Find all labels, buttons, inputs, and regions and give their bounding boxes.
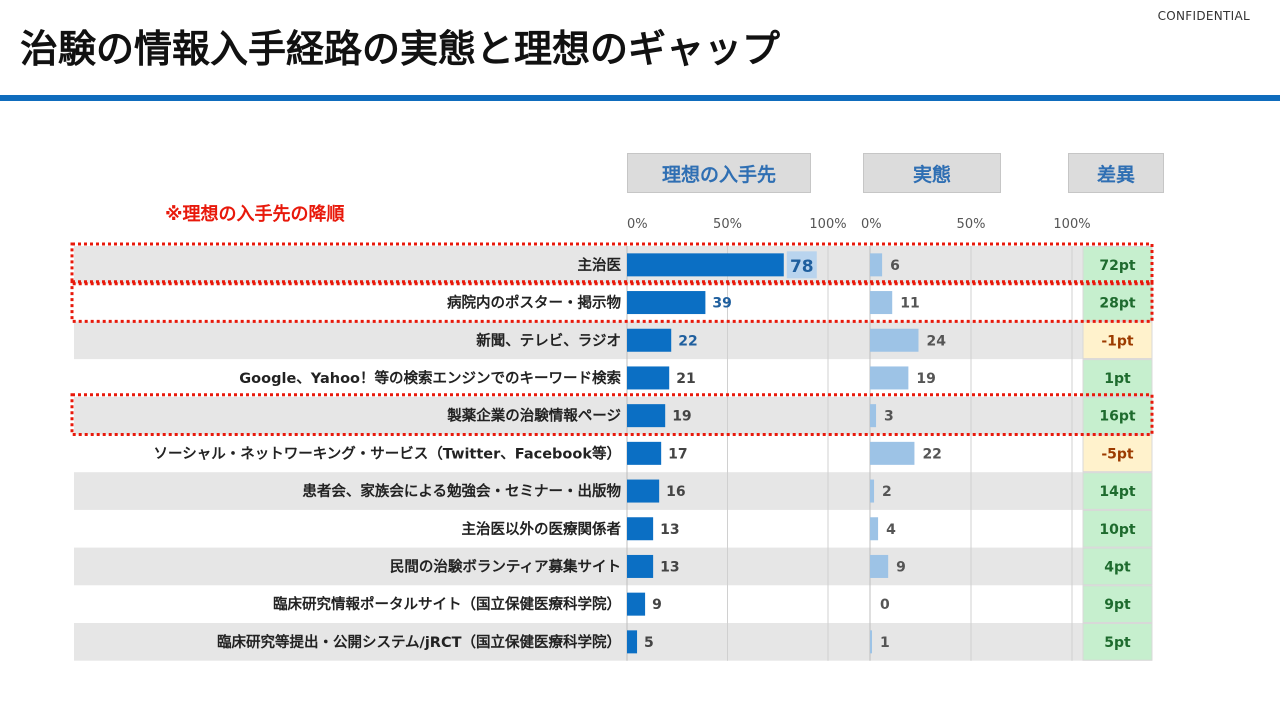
actual-bar xyxy=(870,291,893,315)
actual-value-label: 24 xyxy=(926,333,946,349)
page-title: 治験の情報入手経路の実態と理想のギャップ xyxy=(20,27,781,71)
actual-tick-label: 0% xyxy=(861,217,882,232)
diff-label: 5pt xyxy=(1104,635,1131,651)
category-label: 主治医以外の医療関係者 xyxy=(462,520,622,538)
actual-bar xyxy=(870,366,909,390)
ideal-value-label: 17 xyxy=(668,446,687,462)
ideal-bar xyxy=(627,291,706,315)
diff-cell xyxy=(1082,585,1153,623)
ideal-value-label: 16 xyxy=(666,484,685,500)
header-ideal: 理想の入手先 xyxy=(627,153,811,193)
actual-bar xyxy=(870,517,879,541)
actual-value-label: 0 xyxy=(880,597,890,613)
actual-value-label: 2 xyxy=(882,484,892,500)
ideal-value-label: 13 xyxy=(660,522,679,538)
actual-value-label: 22 xyxy=(922,446,941,462)
header-diff: 差異 xyxy=(1068,153,1164,193)
ideal-value-label: 21 xyxy=(676,371,695,387)
actual-tick-label: 100% xyxy=(1053,217,1090,232)
actual-bar xyxy=(870,253,883,277)
category-label: 主治医 xyxy=(578,256,622,274)
ideal-bar xyxy=(627,441,662,465)
ideal-bar xyxy=(627,554,654,578)
diff-label: 28pt xyxy=(1099,296,1136,312)
ideal-value-label: 19 xyxy=(672,409,691,425)
ideal-bar xyxy=(627,630,638,654)
ideal-value-highlight xyxy=(786,251,817,279)
diff-label: -1pt xyxy=(1101,333,1134,349)
diff-cell xyxy=(1082,359,1153,397)
highlight-frame xyxy=(70,393,1154,436)
row-background xyxy=(74,472,1152,510)
category-label: 臨床研究等提出・公開システム/jRCT（国立保健医療科学院） xyxy=(217,633,621,651)
ideal-tick-label: 50% xyxy=(713,217,742,232)
diff-cell xyxy=(1082,246,1153,284)
ideal-bar xyxy=(627,404,666,428)
ideal-tick-label: 0% xyxy=(627,217,648,232)
row-background xyxy=(74,246,1152,284)
diff-cell xyxy=(1082,623,1153,661)
row-background xyxy=(74,396,1152,435)
sort-note: ※理想の入手先の降順 xyxy=(165,204,345,225)
confidential-label: CONFIDENTIAL xyxy=(1157,9,1250,23)
diff-cell xyxy=(1082,472,1153,510)
ideal-tick-label: 100% xyxy=(809,217,846,232)
title-rule xyxy=(0,95,1280,101)
diff-cell xyxy=(1082,434,1153,473)
ideal-value-label: 5 xyxy=(644,635,654,651)
ideal-value-label: 78 xyxy=(790,257,814,277)
ideal-value-label: 13 xyxy=(660,559,679,575)
ideal-bar xyxy=(627,253,784,277)
actual-bar xyxy=(870,441,915,465)
ideal-value-label: 39 xyxy=(712,296,731,312)
category-label: 製薬企業の治験情報ページ xyxy=(446,407,621,425)
actual-value-label: 1 xyxy=(880,635,890,651)
ideal-bar xyxy=(627,479,660,503)
row-background xyxy=(74,547,1152,586)
category-label: ソーシャル・ネットワーキング・サービス（Twitter、Facebook等） xyxy=(154,444,622,462)
highlight-frame xyxy=(70,280,1154,323)
diff-label: 10pt xyxy=(1099,522,1136,538)
diff-label: 72pt xyxy=(1099,258,1136,274)
actual-value-label: 11 xyxy=(900,296,919,312)
actual-bar xyxy=(870,554,889,578)
ideal-bar xyxy=(627,366,670,390)
actual-value-label: 6 xyxy=(890,258,900,274)
category-label: 病院内のポスター・掲示物 xyxy=(447,294,621,312)
diff-label: 9pt xyxy=(1104,597,1131,613)
actual-bar xyxy=(870,479,875,503)
row-background xyxy=(74,623,1152,661)
category-label: Google、Yahoo！等の検索エンジンでのキーワード検索 xyxy=(239,369,621,387)
row-background xyxy=(74,321,1152,360)
header-actual: 実態 xyxy=(863,153,1001,193)
actual-value-label: 4 xyxy=(886,522,896,538)
diff-label: 4pt xyxy=(1104,559,1131,575)
actual-bar xyxy=(870,404,877,428)
ideal-bar xyxy=(627,592,646,616)
category-label: 患者会、家族会による勉強会・セミナー・出版物 xyxy=(302,482,621,500)
ideal-bar xyxy=(627,517,654,541)
diff-label: 14pt xyxy=(1099,484,1136,500)
actual-tick-label: 50% xyxy=(957,217,986,232)
diff-cell xyxy=(1082,547,1153,586)
highlight-frame xyxy=(70,242,1154,286)
ideal-bar xyxy=(627,328,672,352)
category-label: 民間の治験ボランティア募集サイト xyxy=(390,557,621,575)
category-label: 新聞、テレビ、ラジオ xyxy=(476,331,621,349)
actual-value-label: 9 xyxy=(896,559,906,575)
actual-bar xyxy=(870,630,873,654)
diff-label: 16pt xyxy=(1099,409,1136,425)
diff-label: -5pt xyxy=(1101,446,1134,462)
actual-value-label: 19 xyxy=(916,371,935,387)
ideal-value-label: 9 xyxy=(652,597,662,613)
ideal-value-label: 22 xyxy=(678,333,697,349)
category-label: 臨床研究情報ポータルサイト（国立保健医療科学院） xyxy=(273,595,621,613)
diff-label: 1pt xyxy=(1104,371,1131,387)
actual-bar xyxy=(870,328,919,352)
diff-cell xyxy=(1082,509,1153,548)
actual-value-label: 3 xyxy=(884,409,894,425)
